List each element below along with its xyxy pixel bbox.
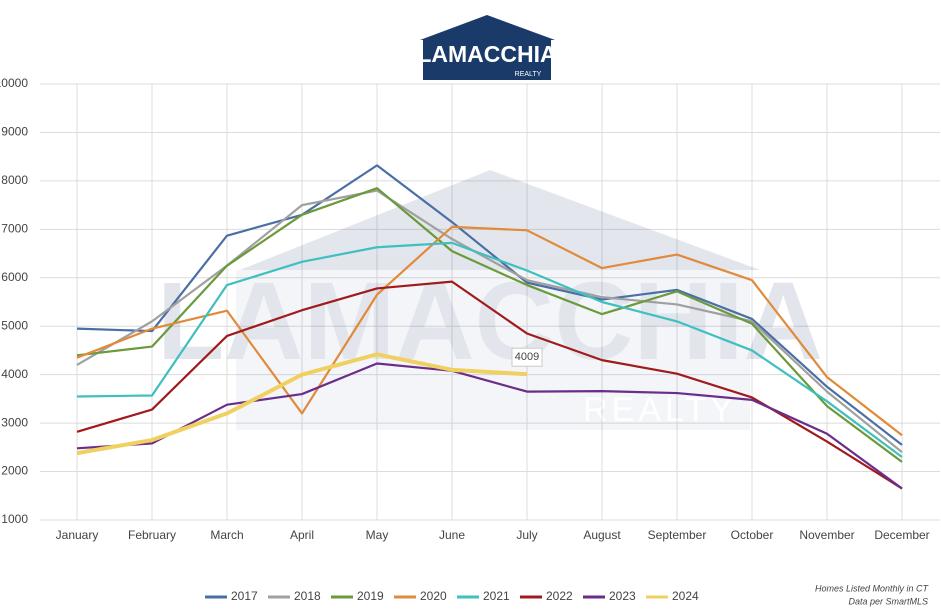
x-tick-label: September: [648, 528, 707, 542]
footnote: Data per SmartMLS: [848, 596, 928, 606]
y-tick-label: 5000: [1, 318, 28, 332]
legend-label: 2019: [357, 589, 384, 603]
y-tick-label: 7000: [1, 222, 28, 236]
x-tick-label: June: [439, 528, 465, 542]
x-tick-label: December: [874, 528, 929, 542]
series-line: [76, 241, 903, 458]
data-label: 4009: [515, 351, 539, 363]
y-tick-label: 6000: [1, 270, 28, 284]
series-line: [76, 225, 903, 437]
footnote: Homes Listed Monthly in CT: [815, 583, 930, 593]
x-tick-label: August: [583, 528, 621, 542]
legend-label: 2017: [231, 589, 258, 603]
y-tick-label: 2000: [1, 464, 28, 478]
x-tick-label: July: [516, 528, 537, 542]
y-tick-label: 4000: [1, 367, 28, 381]
watermark-name: LAMACCHIA: [157, 260, 823, 383]
legend-label: 2021: [483, 589, 510, 603]
y-tick-label: 8000: [1, 173, 28, 187]
x-tick-label: October: [731, 528, 774, 542]
watermark: LAMACCHIA REALTY: [157, 170, 823, 430]
legend-label: 2020: [420, 589, 447, 603]
data-label-box: [511, 347, 543, 367]
series-line: [76, 352, 528, 456]
x-tick-label: February: [128, 528, 176, 542]
x-tick-label: November: [799, 528, 854, 542]
x-tick-label: May: [366, 528, 389, 542]
legend-label: 2023: [609, 589, 636, 603]
series-line: [76, 164, 903, 446]
logo: LAMACCHIA REALTY: [417, 15, 557, 80]
x-tick-label: March: [210, 528, 243, 542]
legend-label: 2024: [672, 589, 699, 603]
logo-sub: REALTY: [515, 71, 542, 78]
y-tick-label: 1000: [1, 512, 28, 526]
series-line: [76, 189, 903, 454]
series-line: [76, 362, 903, 490]
x-tick-label: January: [56, 528, 99, 542]
watermark-sub: REALTY: [583, 391, 737, 429]
legend-label: 2018: [294, 589, 321, 603]
y-tick-label: 9000: [1, 125, 28, 139]
y-tick-label: 3000: [1, 415, 28, 429]
series-line: [76, 187, 903, 463]
logo-name: LAMACCHIA: [417, 41, 556, 67]
x-tick-label: April: [290, 528, 314, 542]
legend-label: 2022: [546, 589, 573, 603]
y-tick-label: 10000: [0, 76, 28, 90]
